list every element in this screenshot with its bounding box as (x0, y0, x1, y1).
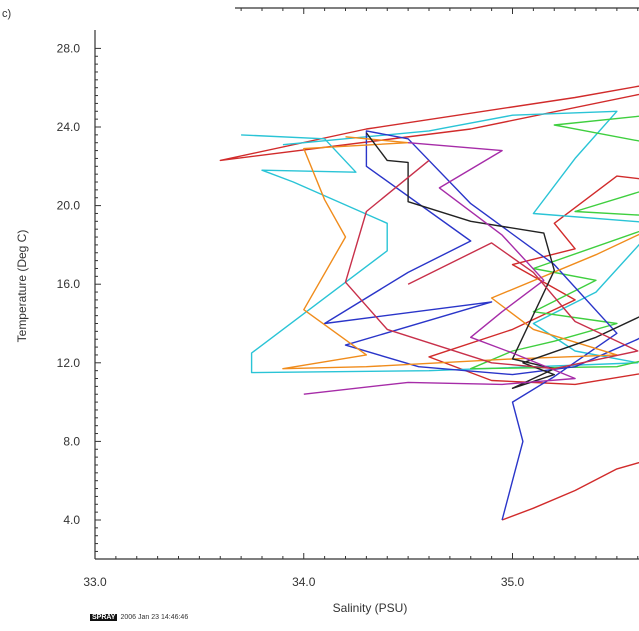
spray-brand: SPRAY (90, 614, 118, 621)
profile-line-1 (219, 85, 639, 521)
y-tick-label: 28.0 (57, 41, 81, 55)
profile-line-5 (282, 136, 639, 370)
profile-line-3 (470, 115, 639, 370)
y-axis-label: Temperature (Deg C) (15, 230, 29, 343)
profile-line-8 (344, 159, 639, 370)
x-tick-label: 33.0 (83, 575, 107, 589)
footer-timestamp: 2006 Jan 23 14:46:46 (120, 614, 189, 621)
profile-line-7 (303, 142, 576, 395)
profile-line-6 (365, 132, 639, 389)
profile-line-2 (241, 110, 639, 374)
plot-frame (94, 7, 639, 560)
y-tick-label: 4.0 (63, 513, 80, 527)
ticks-layer: 33.034.035.036.037.04.08.012.016.020.024… (57, 8, 639, 589)
panel-label: c) (2, 8, 12, 20)
x-tick-label: 34.0 (292, 575, 316, 589)
y-tick-label: 20.0 (57, 199, 81, 213)
profile-line-4 (323, 130, 639, 521)
y-tick-label: 16.0 (57, 277, 81, 291)
y-tick-label: 12.0 (57, 356, 81, 370)
series-layer (219, 85, 639, 521)
y-tick-label: 24.0 (57, 120, 81, 134)
x-axis-label: Salinity (PSU) (333, 601, 408, 615)
footer-stamp: SPRAY 2006 Jan 23 14:46:46 (90, 614, 188, 621)
x-tick-label: 35.0 (501, 575, 525, 589)
y-tick-label: 8.0 (63, 434, 80, 448)
